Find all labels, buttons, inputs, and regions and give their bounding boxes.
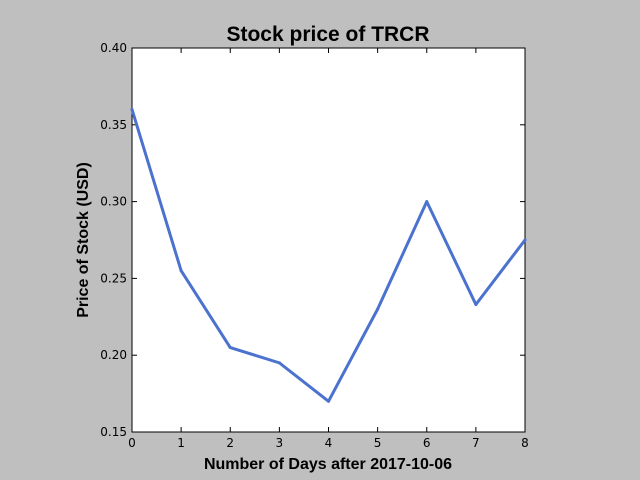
x-axis-label: Number of Days after 2017-10-06: [204, 456, 452, 473]
data-point: [474, 303, 478, 307]
x-tick-label: 1: [177, 436, 185, 450]
y-axis-ticks: 0.15 0.20 0.25 0.30 0.35 0.40: [100, 41, 525, 439]
data-point: [228, 346, 232, 350]
data-point: [277, 361, 281, 365]
y-tick-label: 0.40: [100, 41, 127, 55]
x-tick-label: 0: [128, 436, 136, 450]
plot-area: [131, 47, 526, 433]
x-tick-label: 3: [276, 436, 284, 450]
data-point: [376, 307, 380, 311]
x-tick-label: 6: [423, 436, 431, 450]
y-tick-label: 0.15: [100, 425, 127, 439]
x-axis-ticks: 0 1 2 3 4 5 6 7 8: [128, 48, 529, 450]
chart-title: Stock price of TRCR: [226, 23, 429, 46]
x-tick-label: 5: [374, 436, 382, 450]
y-axis-label: Price of Stock (USD): [75, 162, 92, 318]
data-point: [327, 399, 330, 403]
series-layer: [130, 107, 527, 403]
data-point: [523, 238, 527, 242]
data-point: [130, 107, 134, 111]
y-tick-label: 0.30: [100, 195, 127, 209]
y-tick-label: 0.25: [100, 271, 127, 285]
x-tick-label: 8: [521, 436, 529, 450]
y-tick-label: 0.20: [100, 348, 127, 362]
x-tick-label: 4: [325, 436, 333, 450]
data-point: [425, 200, 429, 204]
y-tick-label: 0.35: [100, 118, 127, 132]
x-tick-label: 2: [226, 436, 234, 450]
data-point: [179, 269, 183, 273]
x-tick-label: 7: [472, 436, 480, 450]
